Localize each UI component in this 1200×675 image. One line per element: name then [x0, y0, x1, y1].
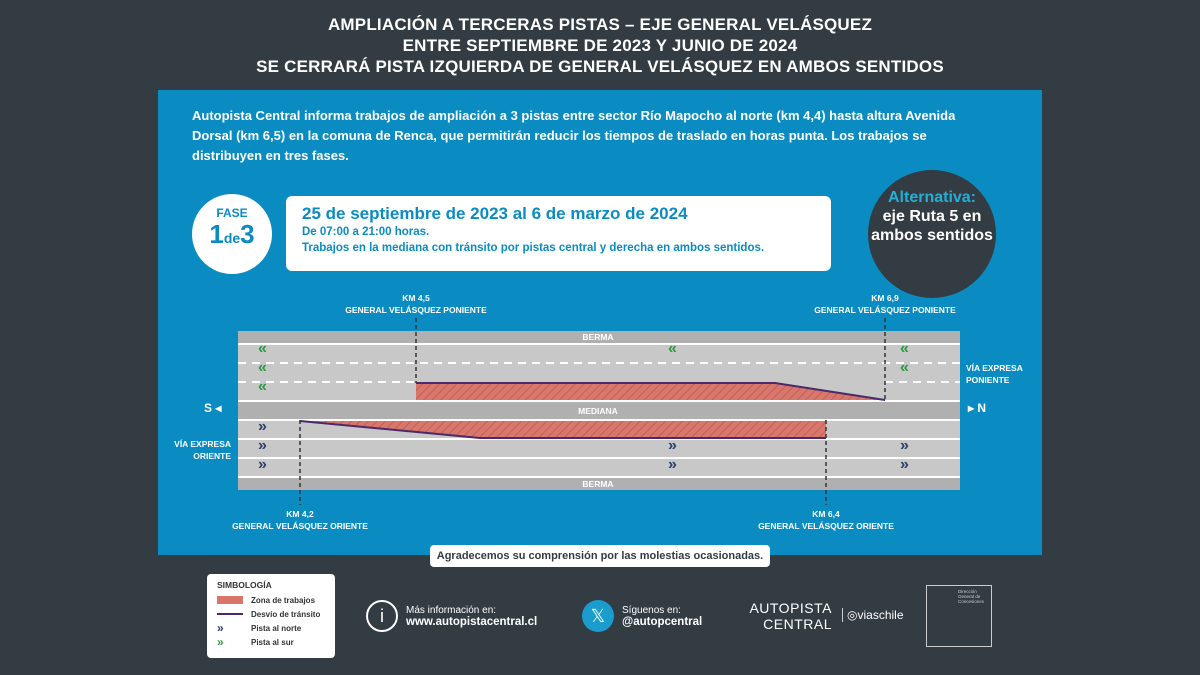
intro-text: Autopista Central informa trabajos de am…	[192, 108, 956, 163]
north-arrow-icon: »	[900, 437, 909, 454]
km64: KM 6,4	[812, 509, 840, 519]
header: AMPLIACIÓN A TERCERAS PISTAS – EJE GENER…	[0, 14, 1200, 77]
km45: KM 4,5	[402, 293, 430, 303]
south-indicator: S ◂	[204, 401, 222, 415]
alternative-title: Alternativa:	[887, 189, 977, 206]
legend-label: Desvío de tránsito	[251, 609, 321, 619]
legend-item: Zona de trabajos	[217, 593, 325, 607]
work-zone-oriente	[300, 421, 826, 438]
km69-label: KM 6,9 GENERAL VELÁSQUEZ PONIENTE	[785, 292, 985, 316]
south-label: S	[204, 401, 213, 415]
south-arrow-icon: «	[258, 340, 267, 357]
north-arrow-icon: »	[258, 456, 267, 473]
km69: KM 6,9	[871, 293, 899, 303]
detour-swatch	[217, 613, 243, 615]
legend-title: SIMBOLOGÍA	[217, 580, 272, 590]
north-arrow-icon: »	[668, 437, 677, 454]
info-label: Más información en:	[406, 604, 497, 616]
south-arrow-icon: «	[258, 378, 267, 395]
km45-label: KM 4,5 GENERAL VELÁSQUEZ PONIENTE	[316, 292, 516, 316]
gobierno-logo: Dirección General de Concesiones	[926, 585, 992, 647]
berma-bottom-label: BERMA	[582, 479, 614, 489]
oriente-label: VÍA EXPRESA ORIENTE	[174, 439, 231, 461]
x-icon[interactable]: 𝕏	[582, 600, 614, 632]
km42-name: GENERAL VELÁSQUEZ ORIENTE	[232, 521, 368, 531]
header-line2: ENTRE SEPTIEMBRE DE 2023 Y JUNIO DE 2024	[402, 36, 798, 55]
north-arrow-icon: »	[258, 437, 267, 454]
hours: De 07:00 a 21:00 horas.	[302, 226, 430, 238]
road-diagram	[238, 318, 960, 505]
social-label: Síguenos en:	[622, 604, 681, 616]
header-line3: SE CERRARÁ PISTA IZQUIERDA DE GENERAL VE…	[256, 57, 944, 76]
work-description: Trabajos en la mediana con tránsito por …	[302, 242, 765, 254]
detour-line-poniente	[416, 382, 886, 401]
date-box: 25 de septiembre de 2023 al 6 de marzo d…	[286, 196, 831, 271]
thanks-banner: Agradecemos su comprensión por las moles…	[430, 545, 770, 567]
south-arrow-icon: »	[217, 635, 224, 649]
km45-name: GENERAL VELÁSQUEZ PONIENTE	[345, 305, 487, 315]
berma-bottom	[238, 477, 960, 490]
north-indicator: ▸ N	[968, 401, 987, 415]
median	[238, 401, 960, 420]
north-arrow-icon: »	[217, 621, 224, 635]
north-arrow-icon: »	[668, 456, 677, 473]
social-handle[interactable]: @autopcentral	[622, 615, 703, 628]
social: 𝕏 Síguenos en: @autopcentral	[582, 600, 702, 632]
more-info: i Más información en: www.autopistacentra…	[366, 600, 537, 632]
viaschile-logo: ◎viaschile	[842, 608, 904, 622]
km64-name: GENERAL VELÁSQUEZ ORIENTE	[758, 521, 894, 531]
north-arrow-icon: »	[258, 418, 267, 435]
legend-label: Pista al sur	[251, 637, 294, 647]
phase-current: 1	[209, 219, 224, 249]
info-icon: i	[366, 600, 398, 632]
info-panel: Autopista Central informa trabajos de am…	[158, 90, 1042, 555]
km69-name: GENERAL VELÁSQUEZ PONIENTE	[814, 305, 956, 315]
berma-top	[238, 331, 960, 344]
alternative-body: eje Ruta 5 en ambos sentidos	[871, 208, 993, 244]
north-label: N	[977, 401, 987, 415]
work-zone-swatch	[217, 596, 243, 604]
phase-number: 1de3	[192, 220, 272, 252]
poniente-label: VÍA EXPRESA PONIENTE	[966, 363, 1023, 385]
work-zone-poniente	[416, 383, 885, 400]
legend-label: Zona de trabajos	[251, 595, 316, 605]
south-arrow-icon: «	[900, 359, 909, 376]
detour-line-oriente	[299, 420, 826, 439]
phase-of: de	[223, 230, 241, 246]
website-link[interactable]: www.autopistacentral.cl	[406, 615, 538, 628]
berma-top-label: BERMA	[582, 332, 614, 342]
legend-item: Desvío de tránsito	[217, 607, 325, 621]
alternative-badge: Alternativa: eje Ruta 5 en ambos sentido…	[868, 170, 996, 298]
south-arrow-icon: «	[668, 340, 677, 357]
phase-badge: FASE 1de3	[192, 194, 272, 274]
km42-label: KM 4,2 GENERAL VELÁSQUEZ ORIENTE	[200, 508, 400, 532]
viaschile-text: viaschile	[857, 608, 904, 622]
km42: KM 4,2	[286, 509, 314, 519]
gob-text: Dirección General de Concesiones	[958, 589, 985, 604]
median-label: MEDIANA	[578, 406, 618, 416]
header-line1: AMPLIACIÓN A TERCERAS PISTAS – EJE GENER…	[327, 15, 873, 34]
date-range: 25 de septiembre de 2023 al 6 de marzo d…	[302, 204, 688, 223]
legend-label: Pista al norte	[251, 623, 302, 633]
south-arrow-icon: «	[258, 359, 267, 376]
legend-item: » Pista al norte	[217, 621, 325, 635]
south-arrow-icon: «	[900, 340, 909, 357]
km64-label: KM 6,4 GENERAL VELÁSQUEZ ORIENTE	[726, 508, 926, 532]
phase-total: 3	[240, 219, 255, 249]
legend: SIMBOLOGÍA Zona de trabajos Desvío de tr…	[207, 574, 335, 658]
autopista-central-logo: AUTOPISTA CENTRAL	[749, 600, 832, 632]
legend-item: » Pista al sur	[217, 635, 325, 649]
phase-label: FASE	[216, 206, 248, 220]
north-arrow-icon: »	[900, 456, 909, 473]
